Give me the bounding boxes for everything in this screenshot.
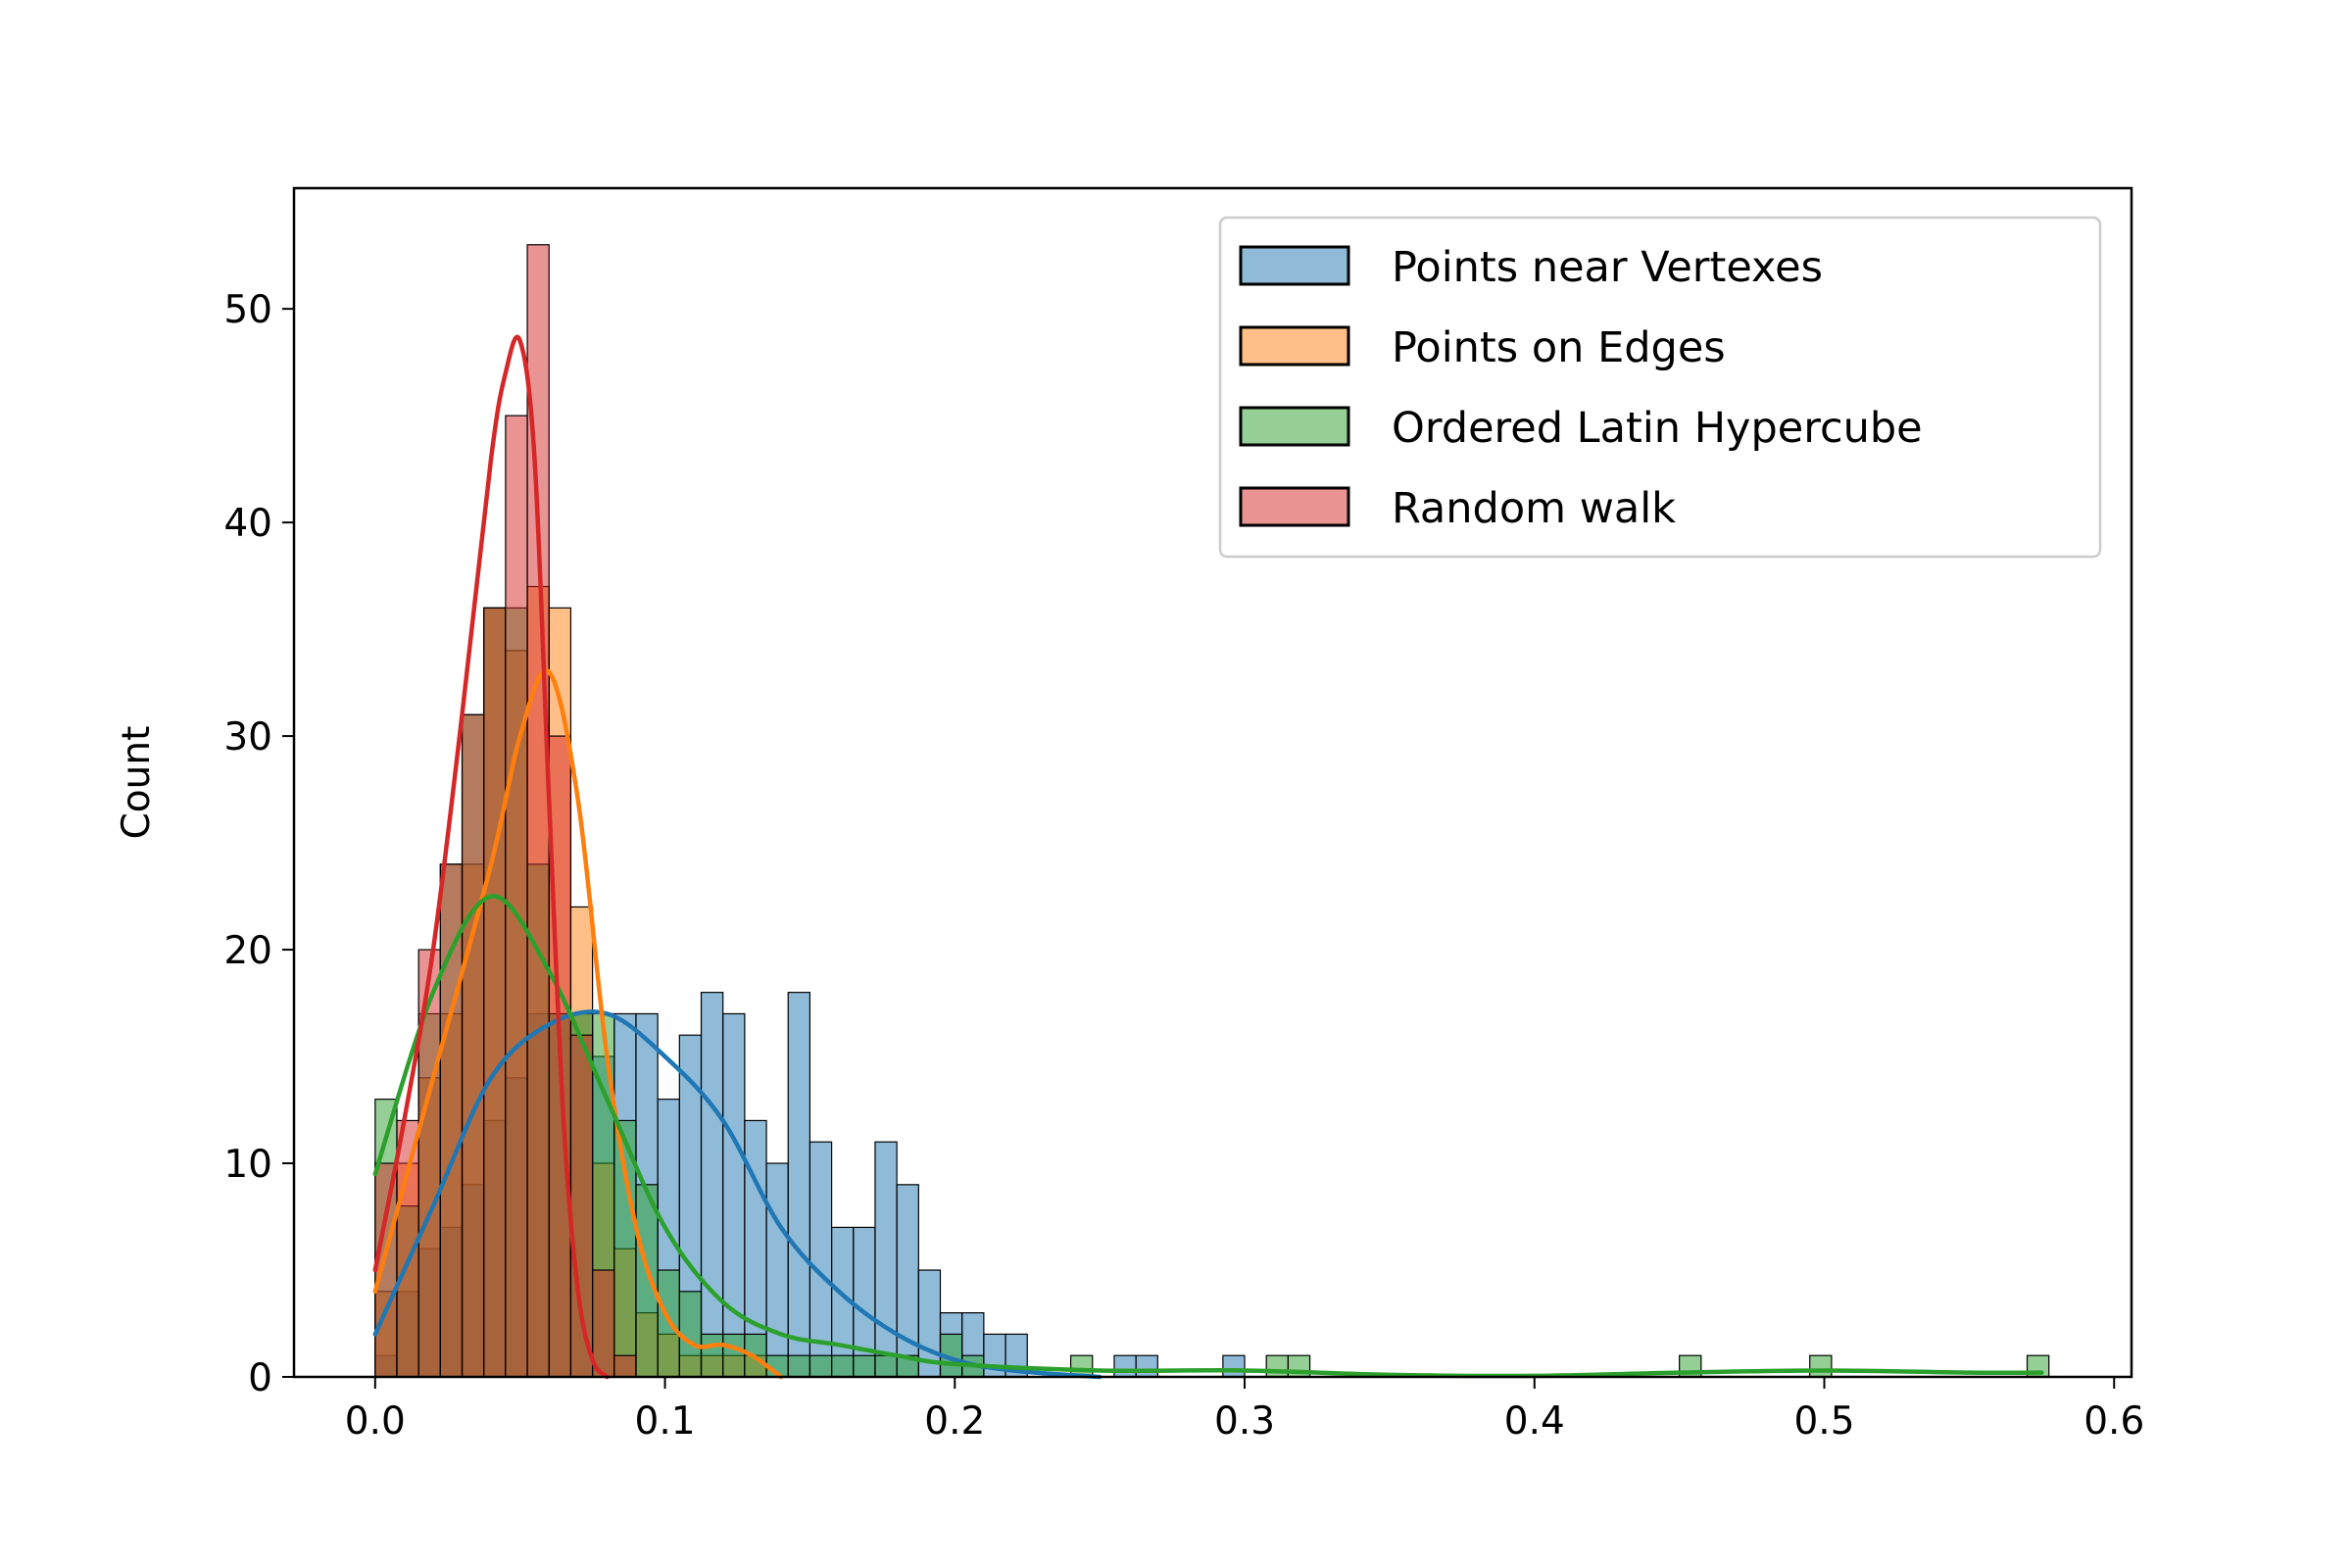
y-tick-label: 10 bbox=[223, 1143, 272, 1187]
legend-swatch bbox=[1239, 486, 1350, 527]
histogram-bar bbox=[700, 992, 724, 1378]
histogram-bar bbox=[722, 1333, 746, 1378]
kde-line-series-2 bbox=[372, 894, 2044, 1379]
histogram-bar bbox=[1113, 1354, 1137, 1378]
legend-entry-label: Random walk bbox=[1392, 484, 1676, 533]
kde-curves bbox=[372, 334, 2044, 1380]
histogram-bar bbox=[765, 1162, 789, 1378]
y-axis-title: Count bbox=[115, 726, 159, 840]
legend-swatch bbox=[1239, 406, 1350, 447]
histogram-bar bbox=[635, 1184, 659, 1378]
histogram-bar bbox=[831, 1354, 855, 1378]
legend: Points near Vertexes Points on Edges Order… bbox=[1218, 216, 2102, 559]
kde-line-series-0 bbox=[372, 1009, 1102, 1380]
y-tick-label: 40 bbox=[223, 502, 272, 546]
histogram-bar bbox=[592, 1269, 615, 1378]
legend-entry-label: Points on Edges bbox=[1392, 323, 1726, 372]
histogram-bar bbox=[700, 1333, 724, 1378]
histogram-bar bbox=[1222, 1354, 1246, 1378]
x-tick-label: 0.2 bbox=[924, 1399, 985, 1444]
y-tick-label: 50 bbox=[223, 288, 272, 332]
histogram-bar bbox=[896, 1184, 919, 1378]
histogram-bar bbox=[874, 1141, 898, 1378]
histogram-bar bbox=[1135, 1354, 1158, 1378]
legend-entry-label: Ordered Latin Hypercube bbox=[1392, 404, 1923, 453]
histogram-bar bbox=[787, 992, 811, 1378]
histogram-bar bbox=[1265, 1354, 1289, 1378]
x-tick-label: 0.6 bbox=[2083, 1399, 2144, 1444]
histogram-bar bbox=[613, 1354, 637, 1378]
x-axis: 0.0 0.1 0.2 0.3 0.4 0.5 0.6 bbox=[345, 1377, 2144, 1444]
histogram-bar bbox=[853, 1226, 876, 1378]
legend-swatch bbox=[1239, 325, 1350, 367]
histogram-bar bbox=[678, 1291, 703, 1378]
y-tick-label: 30 bbox=[223, 715, 272, 760]
histogram-bar bbox=[787, 1354, 811, 1378]
histogram-bar bbox=[439, 863, 464, 1378]
histogram-bar bbox=[1809, 1354, 1833, 1378]
histogram-bar bbox=[853, 1354, 876, 1378]
plot-frame bbox=[292, 186, 2133, 1379]
legend-swatch bbox=[1239, 245, 1350, 286]
legend-entry-label: Points near Vertexes bbox=[1392, 243, 1823, 292]
histogram-bar bbox=[722, 1012, 746, 1378]
x-tick-label: 0.3 bbox=[1214, 1399, 1275, 1444]
x-tick-label: 0.0 bbox=[345, 1399, 406, 1444]
y-axis: 0 10 20 30 40 50 bbox=[223, 288, 294, 1400]
kde-line-series-3 bbox=[372, 334, 610, 1380]
histogram-bar bbox=[808, 1354, 833, 1378]
x-tick-label: 0.4 bbox=[1504, 1399, 1565, 1444]
legend-box bbox=[1218, 216, 2102, 559]
y-tick-label: 20 bbox=[223, 929, 272, 973]
x-tick-label: 0.5 bbox=[1793, 1399, 1854, 1444]
histogram-bar bbox=[874, 1354, 898, 1378]
x-tick-label: 0.1 bbox=[635, 1399, 696, 1444]
kde-line-series-1 bbox=[372, 667, 784, 1380]
histogram-bar bbox=[374, 1162, 398, 1378]
y-tick-label: 0 bbox=[248, 1356, 272, 1400]
histogram-bar bbox=[461, 713, 485, 1378]
histogram-bar bbox=[505, 415, 528, 1378]
histogram-bar bbox=[483, 607, 507, 1378]
